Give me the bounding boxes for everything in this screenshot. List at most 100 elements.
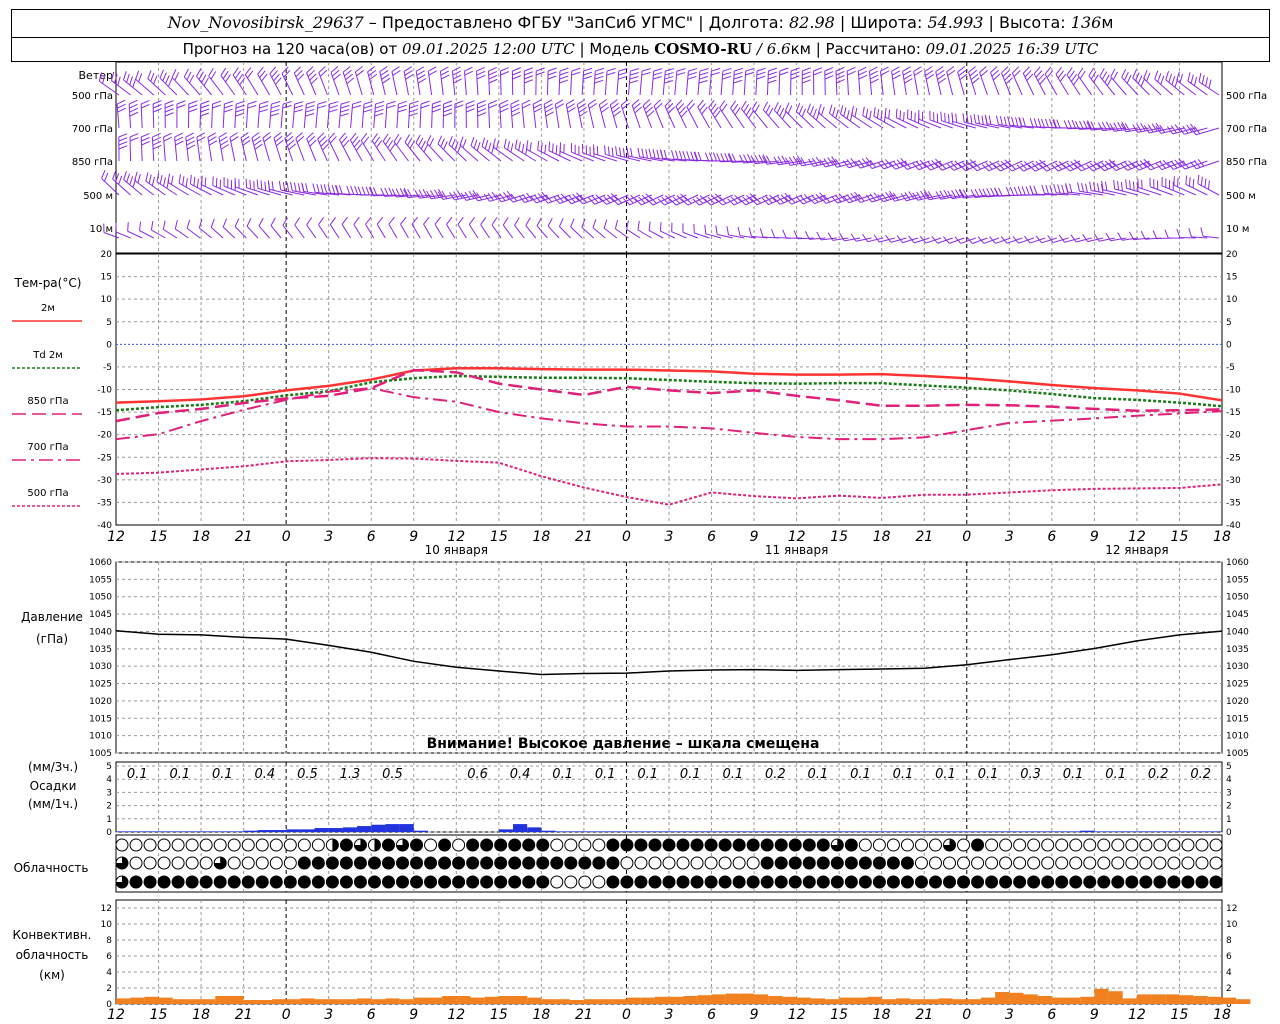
- cloud-symbol: [564, 856, 578, 870]
- wind-barb-feather: [1068, 70, 1075, 79]
- cloud-symbol: [606, 838, 620, 852]
- temp-ytick-label: -35: [97, 498, 112, 508]
- cloud-symbol: [957, 875, 971, 889]
- wind-barb-feather: [634, 198, 642, 206]
- wind-barb-feather: [318, 66, 326, 73]
- temp-ytick-label: -40: [97, 521, 112, 531]
- wind-barb-feather: [123, 171, 127, 180]
- precip-bar: [527, 827, 542, 832]
- wind-barb-staff: [294, 224, 305, 239]
- wind-barb-feather: [477, 104, 486, 109]
- wind-barb-feather: [903, 70, 912, 76]
- wind-barb-feather: [970, 189, 976, 198]
- cloud-symbol: [339, 875, 353, 889]
- wind-barb-feather: [1045, 184, 1049, 194]
- cloud-symbol: [157, 875, 171, 889]
- cloud-symbol: [157, 856, 171, 870]
- wind-barb-staff: [547, 225, 560, 239]
- wind-barb-feather: [114, 74, 118, 84]
- wind-barb-feather: [748, 227, 752, 237]
- cloud-symbol: [648, 838, 662, 852]
- wind-barb-feather: [541, 191, 549, 200]
- wind-barb-feather: [500, 107, 509, 113]
- wind-barb-feather: [704, 198, 712, 206]
- time-tick-label-bottom: 15: [490, 1007, 508, 1023]
- cloud-symbol: [648, 856, 662, 870]
- wind-barb-feather: [858, 70, 867, 76]
- wind-barb-feather: [200, 100, 210, 105]
- wind-barb-feather: [812, 108, 817, 118]
- legend-label: 500 гПа: [27, 488, 68, 499]
- wind-barb-staff: [318, 72, 328, 96]
- wind-barb-feather: [854, 108, 858, 118]
- pressure-line: [115, 630, 1223, 676]
- wind-barb-feather: [141, 136, 150, 142]
- wind-barb-feather: [547, 217, 553, 227]
- wind-barb-feather: [185, 132, 194, 138]
- wind-barb-feather: [1061, 184, 1065, 194]
- wind-barb-feather: [912, 162, 920, 171]
- precip-bar: [1009, 831, 1024, 832]
- wind-barb-feather: [416, 70, 425, 76]
- wind-barb-feather: [581, 218, 586, 228]
- conv-ytick-label-right: 0: [1226, 1000, 1232, 1010]
- wind-barb-feather: [245, 178, 248, 188]
- cloud-symbol-fill: [943, 839, 956, 852]
- wind-barb-feather: [404, 134, 410, 143]
- wind-barb-feather: [993, 164, 1001, 172]
- wind-barb-feather: [1033, 66, 1041, 75]
- wind-barb-feather: [710, 71, 720, 76]
- wind-barb-feather: [1018, 117, 1022, 127]
- wind-barb-feather: [306, 217, 313, 226]
- wind-barb-feather: [464, 70, 474, 76]
- wind-barb-feather: [453, 78, 462, 84]
- wind-barb-feather: [815, 156, 822, 165]
- conv-bar: [158, 997, 173, 1004]
- precip-bar: [342, 827, 358, 832]
- wind-barb-feather: [843, 107, 847, 117]
- wind-barb-feather: [873, 192, 880, 200]
- wind-barb-feather: [242, 139, 251, 146]
- wind-barb-feather: [903, 74, 912, 80]
- wind-barb-staff: [949, 237, 965, 244]
- wind-barb-feather: [738, 198, 746, 206]
- wind-level-label: 850 гПа: [72, 157, 113, 168]
- wind-barb-feather: [415, 66, 425, 72]
- wind-barb-feather: [823, 194, 831, 203]
- wind-barb-feather: [1147, 161, 1155, 169]
- precip-bar: [966, 831, 981, 832]
- conv-bar: [130, 997, 145, 1004]
- cloud-symbol: [508, 838, 522, 852]
- wind-barb-feather: [491, 191, 498, 200]
- wind-barb-feather: [869, 110, 872, 120]
- conv-ytick-label: 12: [101, 904, 112, 914]
- wind-barb-feather: [858, 66, 867, 72]
- time-tick-label-bottom: 6: [707, 1007, 716, 1023]
- cloud-symbol: [718, 875, 732, 889]
- wind-barb-feather: [724, 152, 729, 162]
- wind-barb-feather: [741, 100, 747, 110]
- wind-barb-feather: [998, 187, 1003, 197]
- wind-barb-feather: [547, 75, 557, 80]
- wind-barb-feather: [1048, 118, 1053, 128]
- cloud-symbol: [957, 856, 971, 870]
- precip-3h-label: 0.1: [935, 767, 956, 782]
- cloud-symbol: [1069, 856, 1083, 870]
- precip-bar: [938, 831, 953, 832]
- wind-barb-feather: [779, 107, 785, 117]
- precip-bar: [498, 829, 514, 832]
- wind-barb-feather: [123, 71, 127, 81]
- precip-bar: [910, 831, 925, 832]
- wind-barb-staff: [489, 194, 513, 202]
- wind-barb-feather: [711, 68, 721, 72]
- wind-barb-feather: [150, 221, 154, 231]
- wind-barb-feather: [634, 106, 643, 114]
- wind-barb-feather: [430, 190, 436, 199]
- precip-bar: [598, 831, 613, 832]
- wind-barb-feather: [824, 67, 834, 72]
- wind-level-label: 500 м: [83, 191, 113, 202]
- wind-barb-feather: [1159, 161, 1166, 169]
- precip-3h-label: 0.5: [382, 767, 403, 782]
- wind-barb-feather: [611, 147, 614, 157]
- wind-barb-staff: [127, 230, 143, 239]
